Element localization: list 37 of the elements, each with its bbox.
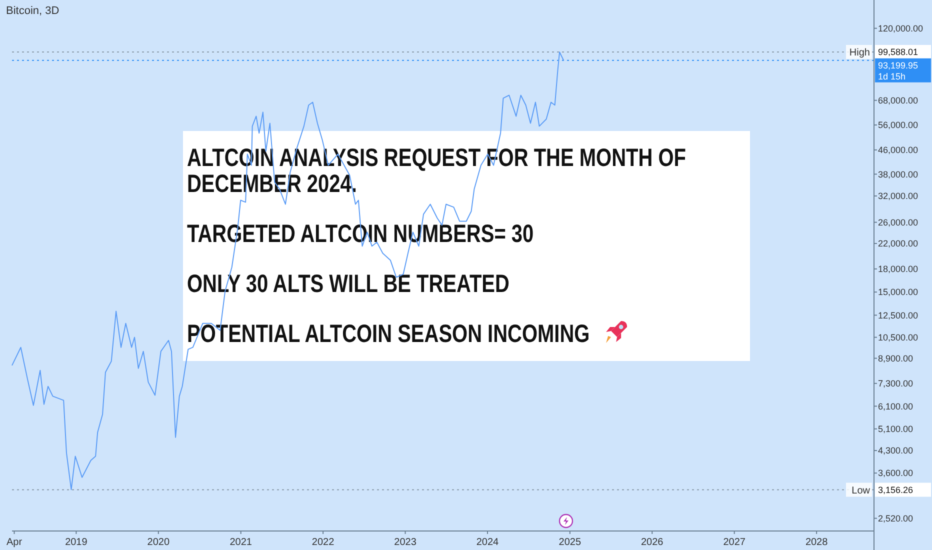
x-tick-label: 2025 [558, 537, 582, 548]
x-tick-label: 2021 [230, 537, 252, 548]
y-tick-label: 7,300.00 [878, 378, 914, 389]
ref-line-label: Low [852, 485, 871, 496]
y-tick-label: 2,520.00 [878, 513, 914, 524]
text: 99,588.01 [878, 47, 918, 58]
chart-title: Bitcoin, 3D [6, 5, 60, 17]
y-tick-label: 46,000.00 [878, 145, 918, 156]
text: 93,199.95 [878, 60, 918, 71]
y-tick-label: 68,000.00 [878, 95, 918, 106]
ref-line-label: 1d 15h [878, 72, 906, 82]
x-tick-label: 2019 [65, 537, 88, 548]
x-tick-label: 2024 [476, 537, 500, 548]
y-tick-label: 8,900.00 [878, 353, 914, 364]
y-tick-label: 56,000.00 [878, 120, 918, 130]
y-tick-label: 32,000.00 [878, 191, 918, 202]
text: 3,156.26 [878, 484, 914, 495]
x-tick-label: 2026 [641, 537, 664, 548]
x-tick-label: 2023 [394, 537, 417, 548]
y-tick-label: 6,100.00 [878, 401, 914, 412]
x-tick-label: 2028 [805, 537, 828, 548]
y-tick-label: 22,000.00 [878, 238, 918, 249]
y-tick-label: 120,000.00 [878, 23, 924, 34]
y-tick-label: 38,000.00 [878, 169, 918, 180]
y-tick-label: 5,100.00 [878, 424, 914, 434]
y-tick-label: 3,600.00 [878, 468, 914, 478]
y-tick-label: 10,500.00 [878, 332, 918, 342]
x-tick-label: 2022 [312, 537, 335, 548]
x-tick-label: 2020 [147, 537, 170, 548]
ref-line-label: High [849, 47, 870, 58]
y-tick-label: 12,500.00 [878, 310, 918, 320]
x-tick-label: 2027 [723, 537, 746, 548]
y-tick-label: 26,000.00 [878, 217, 918, 228]
y-tick-label: 4,300.00 [878, 446, 914, 456]
y-tick-label: 15,000.00 [878, 287, 918, 298]
x-tick-label: Apr [6, 537, 23, 548]
y-tick-label: 18,000.00 [878, 264, 918, 274]
